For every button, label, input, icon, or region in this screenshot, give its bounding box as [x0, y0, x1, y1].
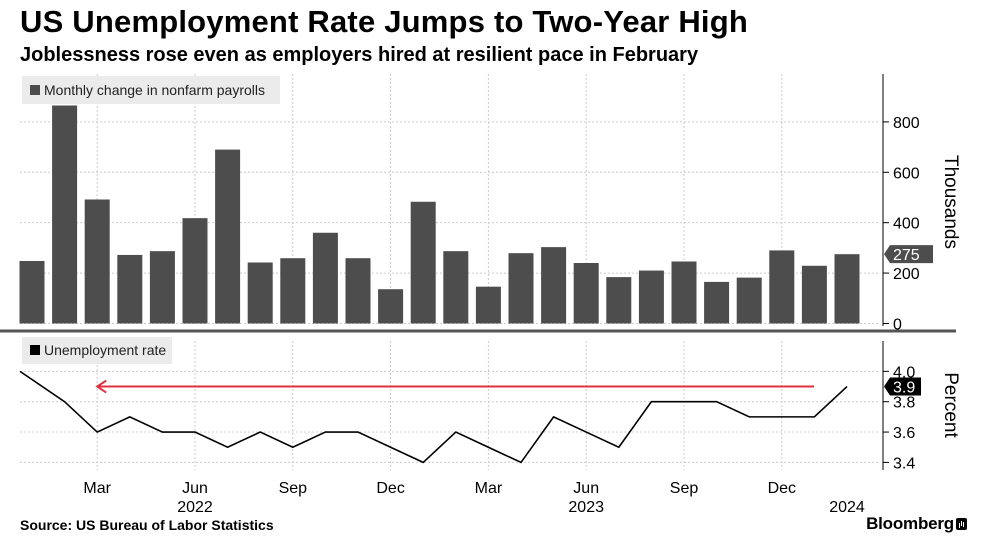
- x-tick-label: Jun: [573, 480, 599, 497]
- chart-title: US Unemployment Rate Jumps to Two-Year H…: [20, 4, 749, 39]
- payroll-bar: [182, 218, 208, 324]
- chart-subtitle: Joblessness rose even as employers hired…: [20, 44, 699, 66]
- y-axis-title: Thousands: [940, 155, 961, 249]
- unemployment-line: [19, 370, 848, 464]
- payroll-bar: [215, 149, 241, 324]
- legend-box: [22, 337, 172, 364]
- payroll-bar: [378, 289, 404, 324]
- y-tick-label: 3.4: [893, 455, 915, 472]
- payroll-bar: [541, 247, 567, 324]
- y-tick-label: 0: [893, 316, 902, 333]
- x-tick-label: Dec: [768, 480, 796, 497]
- y-tick-label: 600: [893, 165, 920, 182]
- payroll-bar: [52, 105, 78, 324]
- payroll-bar: [769, 250, 795, 324]
- legend-swatch: [30, 85, 40, 95]
- last-value-label: 275: [893, 247, 920, 264]
- legend-box: [22, 76, 280, 104]
- legend-label: Unemployment rate: [44, 342, 166, 358]
- y-tick-label: 800: [893, 115, 920, 132]
- last-value-callout: [884, 377, 921, 396]
- payroll-bar: [149, 251, 175, 324]
- x-year-label: 2022: [177, 499, 213, 516]
- payroll-bar: [508, 253, 534, 324]
- y-tick-label: 4.0: [893, 364, 915, 381]
- x-year-label: 2024: [829, 499, 865, 516]
- legend-swatch: [30, 345, 40, 355]
- legend-label: Monthly change in nonfarm payrolls: [44, 82, 265, 98]
- x-year-label: 2023: [568, 499, 604, 516]
- bloomberg-terminal-icon: [956, 518, 967, 530]
- annotation-arrowhead: [95, 379, 107, 394]
- y-tick-label: 3.6: [893, 425, 915, 442]
- payroll-bar: [280, 258, 306, 324]
- payroll-bar: [443, 251, 469, 324]
- payroll-bar: [84, 199, 110, 324]
- payroll-bar: [801, 265, 827, 324]
- y-tick-label: 3.8: [893, 395, 915, 412]
- last-value-label: 3.9: [893, 380, 915, 397]
- payroll-bar: [638, 270, 664, 324]
- x-tick-label: Jun: [182, 480, 208, 497]
- brand-logo: Bloomberg: [866, 514, 954, 533]
- payroll-bar: [573, 263, 599, 324]
- x-tick-label: Mar: [475, 480, 503, 497]
- x-tick-label: Mar: [83, 480, 111, 497]
- payroll-bar: [312, 232, 338, 324]
- payroll-bar: [410, 201, 436, 324]
- payroll-bar: [247, 262, 273, 324]
- payroll-bar: [736, 277, 762, 324]
- payroll-bar: [19, 260, 45, 324]
- payroll-bar: [475, 286, 501, 324]
- y-tick-label: 400: [893, 216, 920, 233]
- y-axis-title: Percent: [940, 372, 961, 438]
- x-tick-label: Dec: [376, 480, 404, 497]
- payroll-bar: [345, 258, 371, 324]
- payroll-bar: [834, 254, 860, 324]
- source-note: Source: US Bureau of Labor Statistics: [20, 517, 274, 533]
- x-tick-label: Sep: [670, 480, 699, 497]
- payroll-bar: [606, 277, 632, 324]
- y-tick-label: 200: [893, 266, 920, 283]
- payroll-bar: [117, 254, 143, 324]
- x-tick-label: Sep: [279, 480, 308, 497]
- payroll-bar: [704, 281, 730, 324]
- last-value-callout: [884, 245, 933, 264]
- payroll-bar: [671, 261, 697, 324]
